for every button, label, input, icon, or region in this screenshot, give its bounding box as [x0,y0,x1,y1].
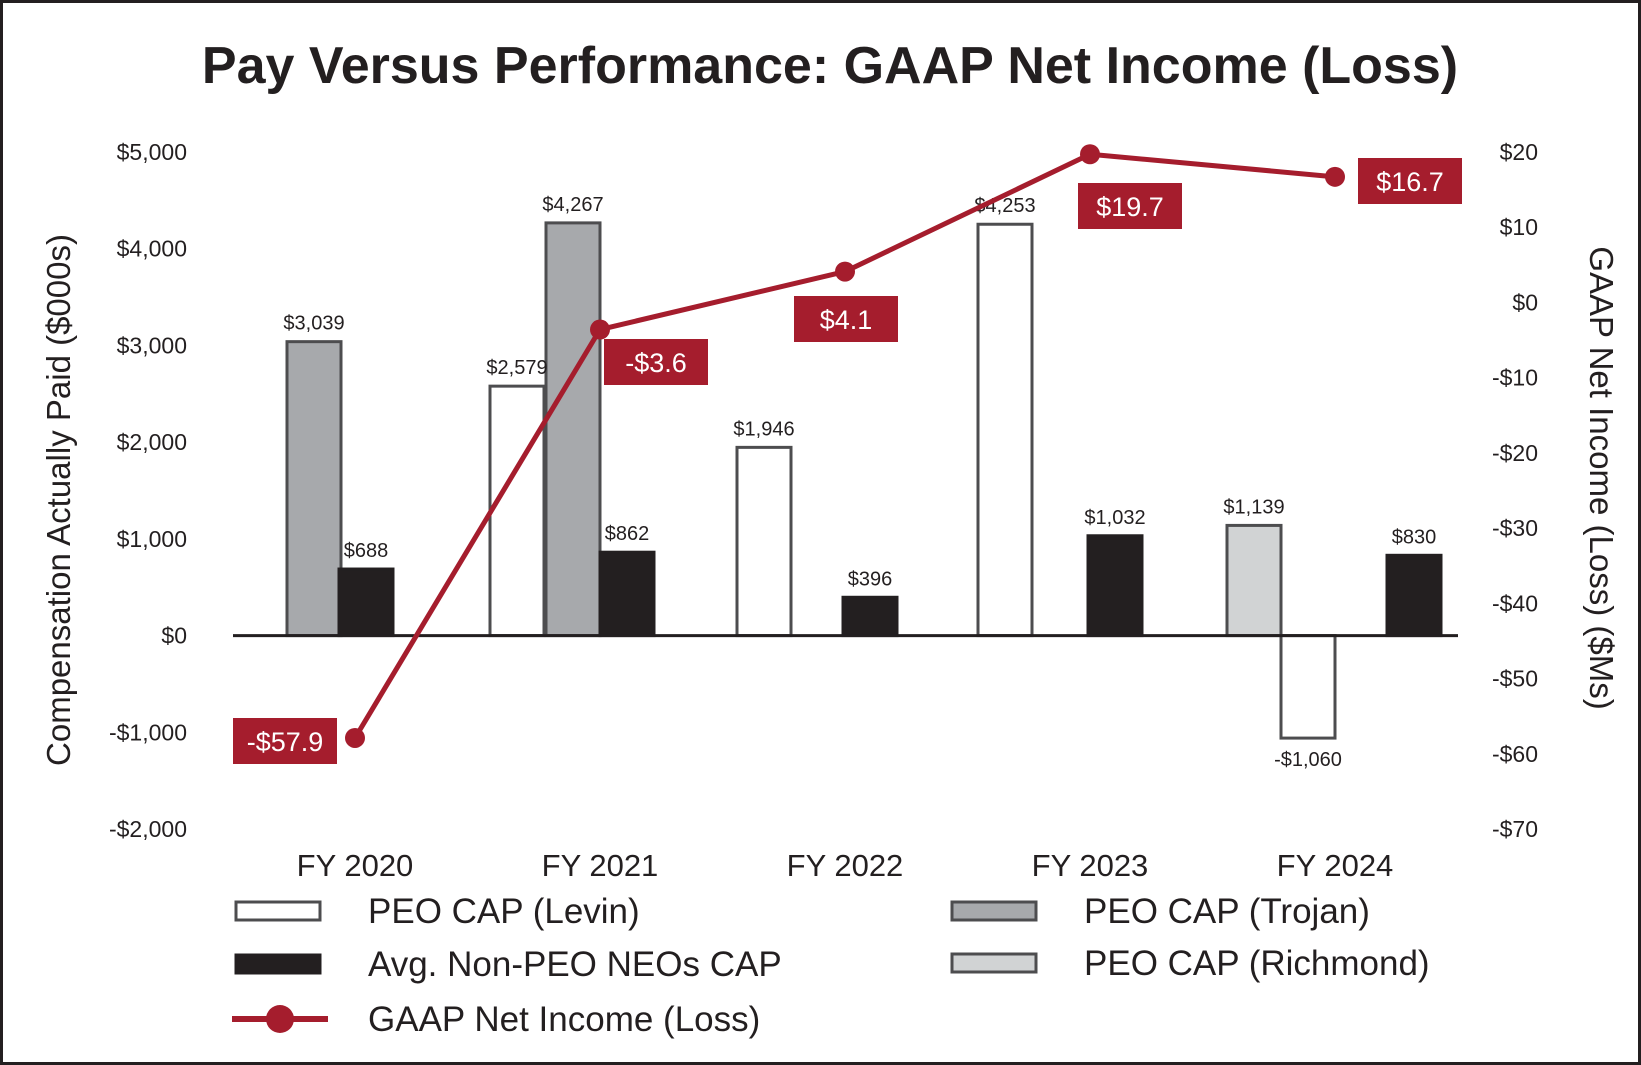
bar-value-label: $1,032 [1084,507,1145,529]
left-tick-label: $0 [161,623,187,649]
left-tick-label: $4,000 [117,236,187,262]
legend-swatch-peo-cap-levin [234,900,322,922]
left-tick-label: -$1,000 [109,719,187,745]
right-tick-label: -$10 [1492,365,1538,391]
bar-value-label: $830 [1392,526,1437,548]
net-income-point [345,727,365,748]
bar-value-label: $1,946 [733,418,794,440]
legend-swatch-peo-cap-trojan [950,900,1038,922]
net-income-label-box [604,339,708,385]
bar-value-label: $396 [848,568,893,590]
bar-peo-cap-richmond [1225,523,1283,638]
net-income-label: $19.7 [1096,192,1164,222]
legend-swatch-peo-cap-richmond [950,952,1038,974]
bar-avg-non-peo-neos-cap [1385,553,1443,638]
bar-value-label: -$1,060 [1274,749,1342,771]
net-income-point [1080,144,1100,165]
bar-peo-cap-trojan [285,340,343,638]
legend-swatch-avg-non-peo-neos-cap [234,953,322,975]
bar-labels-group: $3,039$688$2,579$4,267$862$1,946$396$4,2… [283,194,1436,771]
bar-avg-non-peo-neos-cap [1086,534,1144,638]
bar-avg-non-peo-neos-cap [337,567,395,638]
category-label: FY 2020 [297,848,414,883]
left-tick-label: $1,000 [117,526,187,552]
legend-label: PEO CAP (Richmond) [1084,944,1430,983]
net-income-label-box [1358,158,1462,204]
net-income-point [590,319,610,340]
net-income-label: $16.7 [1376,167,1444,197]
bar-value-label: $862 [605,523,650,545]
net-income-label-box [794,296,898,342]
legend-swatch-marker [266,1005,294,1033]
net-income-label-box [233,718,337,764]
bar-peo-cap-levin [1279,634,1337,740]
legend-label: PEO CAP (Levin) [368,892,640,931]
bar-avg-non-peo-neos-cap [598,550,656,638]
left-tick-label: $2,000 [117,429,187,455]
right-axis-label: GAAP Net Income (Loss) ($Ms) [1583,246,1620,709]
legend-label: PEO CAP (Trojan) [1084,892,1370,931]
net-income-label: -$57.9 [247,727,324,757]
right-tick-label: $10 [1500,214,1538,240]
category-label: FY 2022 [787,848,904,883]
right-tick-label: -$70 [1492,816,1538,842]
bar-peo-cap-levin [735,445,793,638]
bar-value-label: $2,579 [486,357,547,379]
bar-peo-cap-levin [488,384,546,638]
net-income-point [835,261,855,282]
net-income-label: $4.1 [820,305,873,335]
legend: PEO CAP (Levin) Avg. Non-PEO NEOs CAP GAAP… [232,892,1430,1039]
bar-peo-cap-levin [976,222,1034,638]
net-income-point [1325,166,1345,187]
right-tick-label: -$20 [1492,440,1538,466]
left-tick-label: $3,000 [117,332,187,358]
net-income-label-box [1078,183,1182,229]
left-axis-ticks: $5,000 $4,000 $3,000 $2,000 $1,000 $0 -$1,000 -… [109,139,187,842]
right-axis-ticks: $20 $10 $0 -$10 -$20 -$30 -$40 -$50 -$60 -$70 [1492,139,1538,842]
category-label: FY 2024 [1277,848,1394,883]
left-axis-label: Compensation Actually Paid ($000s) [40,234,77,766]
bar-value-label: $688 [344,540,389,562]
net-income-label: -$3.6 [625,348,687,378]
right-tick-label: -$40 [1492,590,1538,616]
chart-title: Pay Versus Performance: GAAP Net Income … [202,37,1458,95]
right-tick-label: -$30 [1492,515,1538,541]
category-label: FY 2023 [1032,848,1149,883]
right-tick-label: $0 [1512,289,1538,315]
bar-avg-non-peo-neos-cap [841,595,899,638]
bar-value-label: $3,039 [283,313,344,335]
right-tick-label: $20 [1500,139,1538,165]
right-tick-label: -$50 [1492,666,1538,692]
left-tick-label: $5,000 [117,139,187,165]
bar-peo-cap-trojan [544,221,602,638]
bar-value-label: $1,139 [1223,496,1284,518]
left-tick-label: -$2,000 [109,816,187,842]
bar-value-label: $4,267 [542,194,603,216]
category-label: FY 2021 [542,848,659,883]
legend-label: GAAP Net Income (Loss) [368,1000,760,1039]
right-tick-label: -$60 [1492,741,1538,767]
category-axis: FY 2020 FY 2021 FY 2022 FY 2023 FY 2024 [297,848,1394,883]
net-income-line-group: -$57.9 -$3.6 $4.1 $19.7 $16.7 [233,144,1462,764]
legend-label: Avg. Non-PEO NEOs CAP [368,945,782,984]
